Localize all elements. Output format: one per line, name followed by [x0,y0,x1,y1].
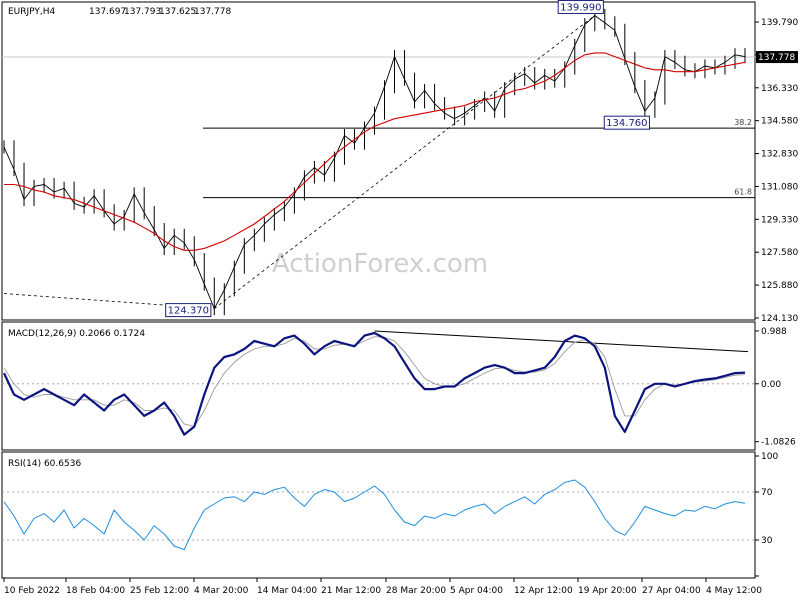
macd-title: MACD(12,26,9) 0.2066 0.1724 [8,329,145,339]
x-tick-label: 12 Apr 12:00 [514,586,573,596]
rsi-panel-frame [1,451,756,579]
macd-y-axis: 0.988 0.00 -1.0826 [2,327,796,448]
price-title: EURJPY,H4 [8,7,56,17]
price-y-tick-label: 136.330 [761,84,798,94]
price-annotations: 139.990 124.370 134.760 [165,0,650,318]
rsi-series [3,479,746,551]
rsi-y-tick-label: 100 [761,452,778,462]
x-tick-label: 25 Feb 12:00 [130,586,189,596]
macd-line [3,331,746,436]
low-label: 124.370 [168,306,209,317]
price-series [3,8,746,316]
price-panel-frame [1,1,756,321]
x-tick-label: 18 Feb 04:00 [66,586,125,596]
rsi-y-tick-label: 30 [761,536,773,546]
x-tick-label: 5 Apr 04:00 [450,586,503,596]
x-tick-label: 27 Apr 04:00 [642,586,701,596]
x-tick-label: 4 May 12:00 [706,586,762,596]
ohlc-high: 137.793 [124,7,161,17]
moving-average-line [4,52,746,251]
price-y-tick-label: 129.330 [761,215,798,225]
macd-divergence-line [374,330,749,353]
current-price-marker: 137.778 [756,51,798,64]
pullback-label-box [603,115,650,130]
rsi-panel: RSI(14) 60.6536 100 70 30 [1,451,778,579]
price-y-tick-label: 132.830 [761,150,798,160]
rsi-y-axis: 100 70 30 [2,452,778,577]
ohlc-open: 137.697 [89,7,126,17]
macd-panel: MACD(12,26,9) 0.2066 0.1724 0.988 0.00 -1.… [1,321,796,451]
price-y-tick-label: 127.580 [761,248,798,258]
x-tick-label: 10 Feb 2022 [4,586,60,596]
macd-y-tick-label: 0.00 [761,380,781,390]
x-tick-label: 21 Mar 12:00 [321,586,381,596]
price-y-tick-label: 131.080 [761,182,798,192]
price-y-tick-label: 134.580 [761,117,798,127]
x-tick-label: 4 Mar 20:00 [194,586,249,596]
high-label: 139.990 [560,2,601,13]
rsi-y-tick-label: 70 [761,488,773,498]
fib-level-label: 38.2 [734,118,752,127]
price-panel: ActionForex.com EURJPY,H4 137.697 137.79… [1,0,798,324]
macd-series [3,331,746,436]
ohlc-close: 137.778 [194,7,231,17]
rsi-line [3,479,746,551]
fibonacci-levels: 38.2 61.8 [203,118,755,199]
x-tick-label: 19 Apr 20:00 [578,586,637,596]
price-y-tick-label: 139.790 [761,18,798,28]
current-price-value: 137.778 [758,53,795,63]
macd-y-tick-label: 0.988 [761,327,787,337]
low-label-box [165,303,212,318]
moving-average-series [4,52,746,251]
price-y-tick-label: 125.880 [761,281,798,291]
price-y-tick-label: 124.130 [761,314,798,324]
x-tick-label: 14 Mar 04:00 [257,586,317,596]
macd-trendline [374,330,749,353]
dashed-trendline-up [214,15,596,309]
x-axis: 10 Feb 2022 18 Feb 04:00 25 Feb 12:00 4 Mar… [3,578,762,596]
macd-y-tick-label: -1.0826 [761,438,796,448]
pullback-label: 134.760 [606,118,647,129]
ohlc-low: 137.625 [159,7,196,17]
watermark: ActionForex.com [272,249,488,279]
macd-panel-frame [1,321,756,451]
high-label-box [557,0,604,14]
fib-level-label: 61.8 [734,188,752,197]
x-tick-label: 28 Mar 20:00 [386,586,446,596]
macd-signal-line [3,336,746,428]
current-price-tag [756,51,798,64]
rsi-title: RSI(14) 60.6536 [8,459,81,469]
